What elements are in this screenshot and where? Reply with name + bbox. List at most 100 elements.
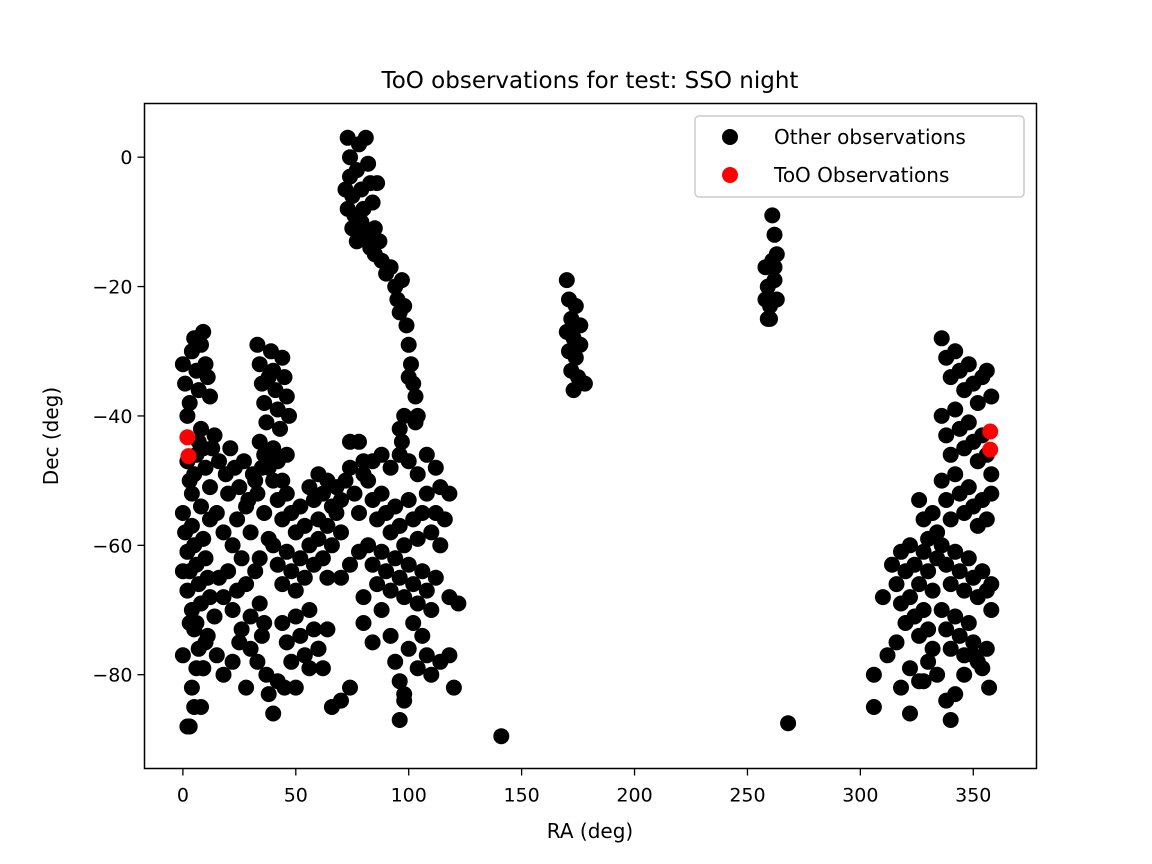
other-observation-point xyxy=(400,640,417,657)
other-observation-point xyxy=(911,576,928,593)
other-observation-point xyxy=(333,492,349,508)
other-observation-point xyxy=(396,589,413,606)
other-observation-point xyxy=(202,589,218,606)
other-observation-point xyxy=(174,356,191,373)
other-observation-point xyxy=(382,459,399,476)
other-observation-point xyxy=(942,511,959,528)
other-observation-point xyxy=(319,569,336,586)
other-observation-point xyxy=(174,563,191,580)
other-observation-point xyxy=(231,479,248,496)
other-observation-point xyxy=(445,679,462,696)
other-observation-point xyxy=(974,563,991,580)
other-observation-point xyxy=(969,395,986,411)
other-observation-point xyxy=(314,660,331,677)
other-observation-point xyxy=(181,615,198,631)
other-observation-point xyxy=(179,407,196,424)
other-observation-point xyxy=(272,420,288,437)
other-observation-point xyxy=(206,427,223,444)
x-tick-label: 250 xyxy=(729,785,765,807)
other-observation-point xyxy=(947,686,964,703)
other-observation-point xyxy=(251,595,268,612)
other-observation-point xyxy=(342,459,358,476)
other-observation-point xyxy=(933,472,950,489)
other-observation-point xyxy=(897,563,914,580)
too-observation-point xyxy=(179,429,196,446)
other-observation-point xyxy=(355,589,372,606)
other-observation-point xyxy=(762,310,778,327)
other-observation-point xyxy=(360,155,377,172)
other-observation-point xyxy=(224,653,241,670)
other-observation-point xyxy=(211,453,227,470)
other-observation-point xyxy=(373,543,390,560)
x-tick-label: 350 xyxy=(955,785,991,807)
other-observation-point xyxy=(558,272,575,289)
other-observation-point xyxy=(978,640,995,657)
y-tick-label: 0 xyxy=(120,147,132,169)
other-observation-point xyxy=(296,517,313,534)
other-observation-point xyxy=(427,569,444,586)
other-observation-point xyxy=(983,576,1000,593)
other-observation-point xyxy=(441,485,458,502)
other-observation-point xyxy=(493,728,510,745)
other-observation-point xyxy=(215,666,232,683)
other-observation-point xyxy=(249,653,266,670)
other-observation-point xyxy=(333,524,349,541)
other-observation-point xyxy=(199,569,216,586)
other-observation-point xyxy=(391,517,408,534)
legend-marker-other xyxy=(722,129,738,145)
other-observation-point xyxy=(222,440,239,457)
legend: Other observations ToO Observations xyxy=(694,115,1025,198)
other-observation-point xyxy=(766,226,783,243)
other-observation-point xyxy=(281,407,297,424)
other-observation-point xyxy=(323,537,340,554)
other-observation-point xyxy=(405,576,422,593)
other-observation-point xyxy=(915,673,932,690)
other-observation-point xyxy=(276,369,293,386)
y-tick-label: −60 xyxy=(92,535,132,557)
other-observation-point xyxy=(920,621,937,638)
other-observation-point xyxy=(174,505,191,521)
other-observation-point xyxy=(287,582,304,599)
other-observation-point xyxy=(183,485,200,502)
other-observation-point xyxy=(235,453,252,470)
other-observation-point xyxy=(242,524,259,541)
other-observation-point xyxy=(391,673,408,690)
other-observation-point xyxy=(269,556,286,573)
other-observation-point xyxy=(351,505,367,521)
other-observation-point xyxy=(409,595,426,612)
other-observation-point xyxy=(947,543,964,560)
other-observation-point xyxy=(265,705,282,722)
other-observation-point xyxy=(902,589,918,606)
other-observation-point xyxy=(373,446,390,463)
other-observation-point xyxy=(278,543,295,560)
other-observation-point xyxy=(436,511,453,528)
other-observation-point xyxy=(915,543,932,560)
other-observation-point xyxy=(924,582,941,599)
other-observation-point xyxy=(933,407,950,424)
other-observation-point xyxy=(780,715,797,732)
other-observation-point xyxy=(206,608,223,625)
other-observation-point xyxy=(879,647,896,664)
other-observation-point xyxy=(287,679,304,696)
other-observation-point xyxy=(314,550,331,567)
other-observation-point xyxy=(938,492,955,508)
too-observation-point xyxy=(982,423,999,440)
other-observation-point xyxy=(983,388,1000,405)
other-observation-point xyxy=(278,485,295,502)
other-observation-point xyxy=(902,705,918,722)
other-observation-point xyxy=(247,563,264,580)
other-observation-point xyxy=(403,356,419,373)
other-observation-point xyxy=(183,517,200,534)
other-observation-point xyxy=(220,563,237,580)
other-observation-point xyxy=(888,634,905,651)
y-tick-label: −80 xyxy=(92,665,132,687)
other-observation-point xyxy=(369,576,386,593)
y-axis-label: Dec (deg) xyxy=(39,387,63,485)
other-observation-point xyxy=(865,666,882,683)
other-observation-point xyxy=(400,556,417,573)
other-observation-point xyxy=(951,627,968,644)
other-observation-point xyxy=(423,524,440,541)
other-observation-point xyxy=(874,589,891,606)
other-observation-point xyxy=(242,608,259,625)
other-observation-point xyxy=(947,466,964,483)
